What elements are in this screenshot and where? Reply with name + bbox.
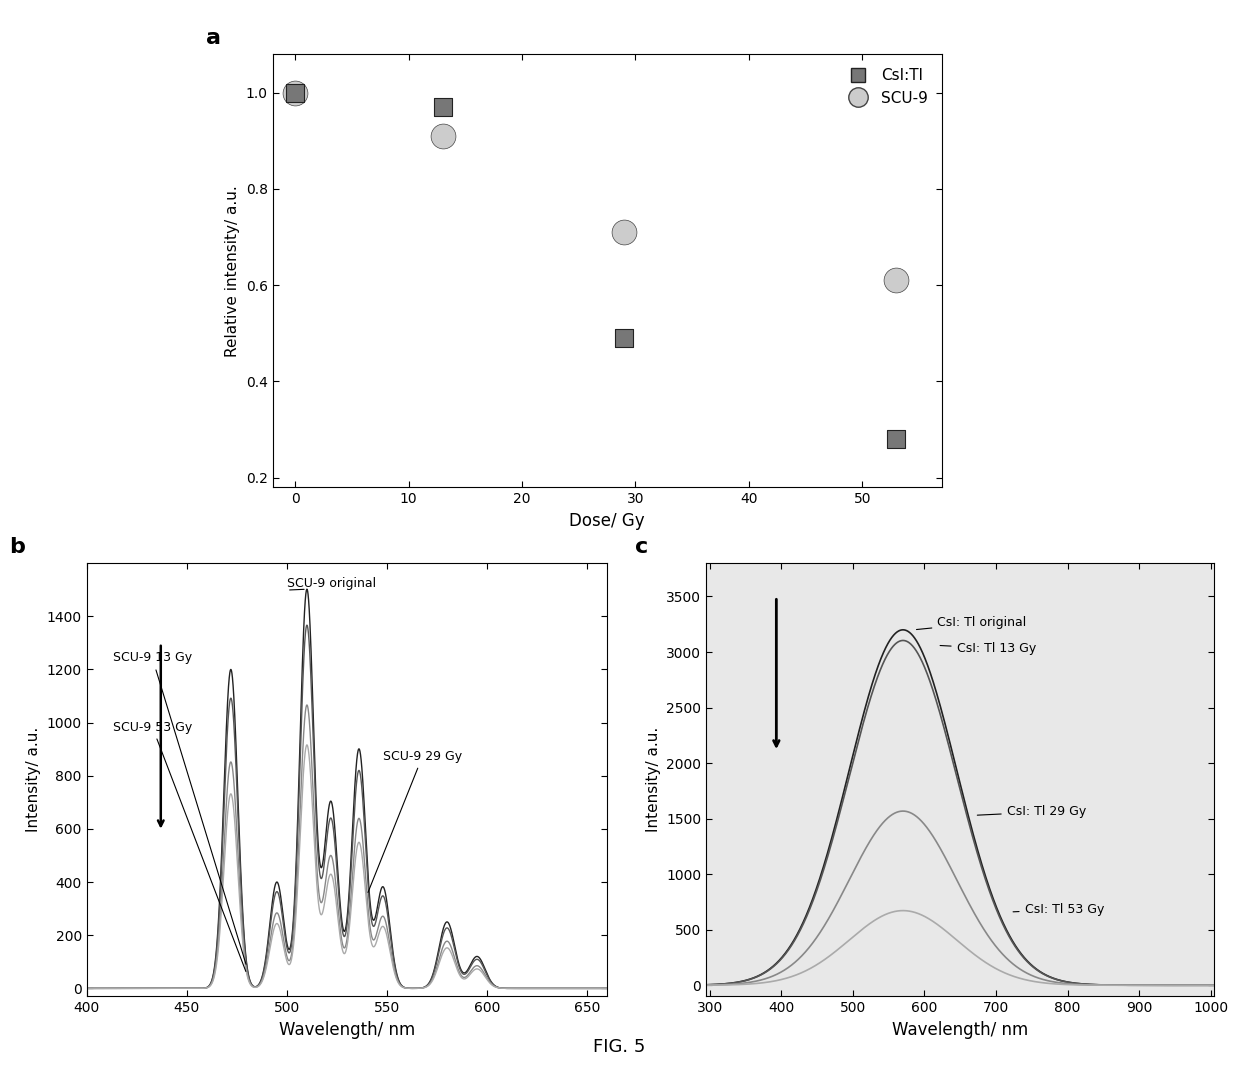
CsI:Tl xyxy=(886,431,906,448)
X-axis label: Wavelength/ nm: Wavelength/ nm xyxy=(892,1021,1028,1039)
CsI:Tl xyxy=(285,84,305,102)
Text: SCU-9 53 Gy: SCU-9 53 Gy xyxy=(113,720,245,971)
SCU-9 xyxy=(285,84,305,102)
Text: CsI: Tl 29 Gy: CsI: Tl 29 Gy xyxy=(978,806,1085,819)
CsI:Tl xyxy=(432,99,452,116)
X-axis label: Dose/ Gy: Dose/ Gy xyxy=(569,512,646,530)
Text: FIG. 5: FIG. 5 xyxy=(593,1038,646,1056)
Text: SCU-9 13 Gy: SCU-9 13 Gy xyxy=(113,652,247,964)
Legend: CsI:Tl, SCU-9: CsI:Tl, SCU-9 xyxy=(836,62,934,112)
Text: a: a xyxy=(206,28,221,48)
Y-axis label: Relative intensity/ a.u.: Relative intensity/ a.u. xyxy=(225,185,240,356)
Y-axis label: Intensity/ a.u.: Intensity/ a.u. xyxy=(646,727,660,833)
SCU-9 xyxy=(432,128,452,145)
Text: c: c xyxy=(636,537,648,557)
Text: CsI: Tl 13 Gy: CsI: Tl 13 Gy xyxy=(940,642,1036,655)
Text: SCU-9 original: SCU-9 original xyxy=(287,577,375,590)
SCU-9 xyxy=(886,272,906,289)
Y-axis label: Intensity/ a.u.: Intensity/ a.u. xyxy=(26,727,41,833)
Text: CsI: Tl 53 Gy: CsI: Tl 53 Gy xyxy=(1014,903,1104,916)
X-axis label: Wavelength/ nm: Wavelength/ nm xyxy=(279,1021,415,1039)
Text: SCU-9 29 Gy: SCU-9 29 Gy xyxy=(368,749,462,892)
SCU-9 xyxy=(615,223,634,240)
CsI:Tl xyxy=(615,329,634,347)
Text: CsI: Tl original: CsI: Tl original xyxy=(917,616,1027,629)
Text: b: b xyxy=(9,537,25,557)
